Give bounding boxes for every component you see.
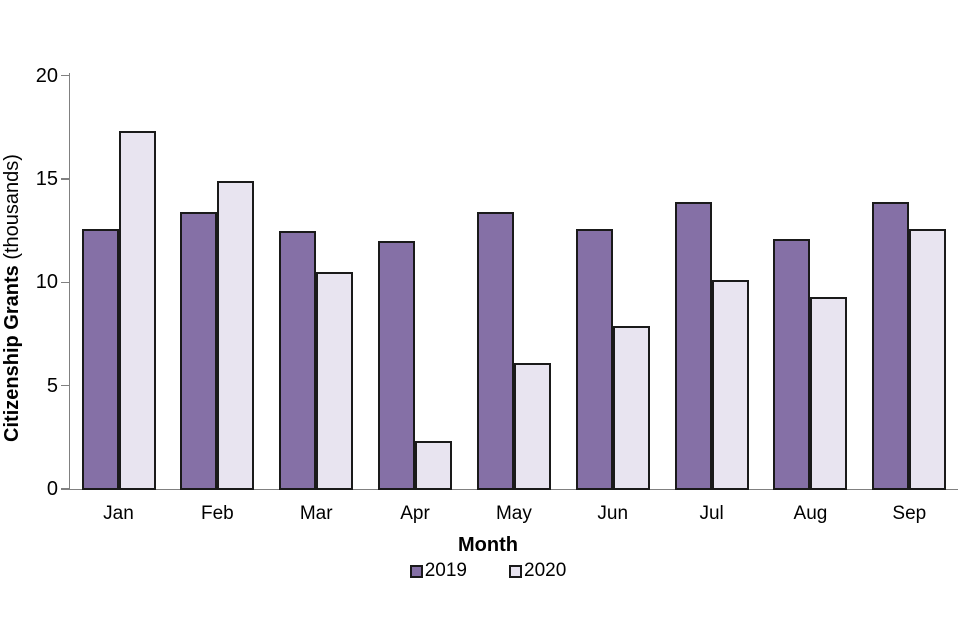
x-category-label-jul: Jul (699, 503, 724, 524)
bar-2020-sep (909, 228, 947, 490)
bar-2019-mar (279, 230, 317, 490)
x-category-label-may: May (495, 503, 532, 524)
bar-2019-feb (180, 212, 218, 490)
bar-2020-apr (415, 441, 453, 490)
y-tick-label-20: 20 (35, 64, 58, 87)
bar-2020-jul (711, 280, 749, 490)
legend-label-2019: 2019 (424, 560, 467, 581)
y-tick-label-5: 5 (46, 374, 58, 397)
x-category-label-aug: Aug (793, 503, 828, 524)
y-tick-20 (61, 74, 70, 77)
legend-item-2019: 2019 (409, 560, 467, 582)
legend-swatch-2019 (409, 564, 423, 578)
bar-2020-mar (316, 271, 354, 490)
y-axis-title: Citizenship Grants (thousands) (1, 88, 27, 508)
bar-2019-apr (378, 240, 416, 490)
bar-2020-may (513, 362, 551, 490)
x-category-label-jun: Jun (597, 503, 629, 524)
bar-2019-jul (674, 201, 712, 490)
y-tick-5 (61, 384, 70, 387)
y-tick-label-0: 0 (46, 478, 58, 500)
y-tick-0 (61, 488, 70, 490)
bar-2019-jan (81, 228, 119, 490)
bar-2020-feb (217, 181, 255, 490)
y-tick-label-10: 10 (35, 271, 58, 294)
x-category-label-feb: Feb (200, 503, 234, 524)
bar-2020-jan (118, 131, 156, 490)
bar-2019-may (476, 212, 514, 490)
bar-2019-jun (575, 228, 613, 490)
x-category-label-jan: Jan (103, 503, 134, 524)
y-tick-10 (61, 281, 70, 284)
y-axis-line (68, 73, 70, 490)
x-axis-title: Month (458, 534, 518, 556)
y-tick-15 (61, 178, 70, 180)
legend: 2019 2020 (88, 560, 888, 582)
bar-2020-aug (810, 296, 848, 490)
x-category-label-sep: Sep (892, 503, 927, 524)
legend-item-2020: 2020 (509, 560, 566, 582)
y-tick-label-15: 15 (35, 167, 58, 190)
legend-swatch-2020 (509, 564, 522, 578)
x-category-label-apr: Apr (400, 503, 430, 524)
legend-label-2020: 2020 (524, 560, 567, 581)
bar-2019-sep (872, 201, 910, 490)
x-category-label-mar: Mar (299, 503, 333, 524)
bar-2019-aug (773, 238, 811, 490)
bar-2020-jun (612, 325, 650, 490)
